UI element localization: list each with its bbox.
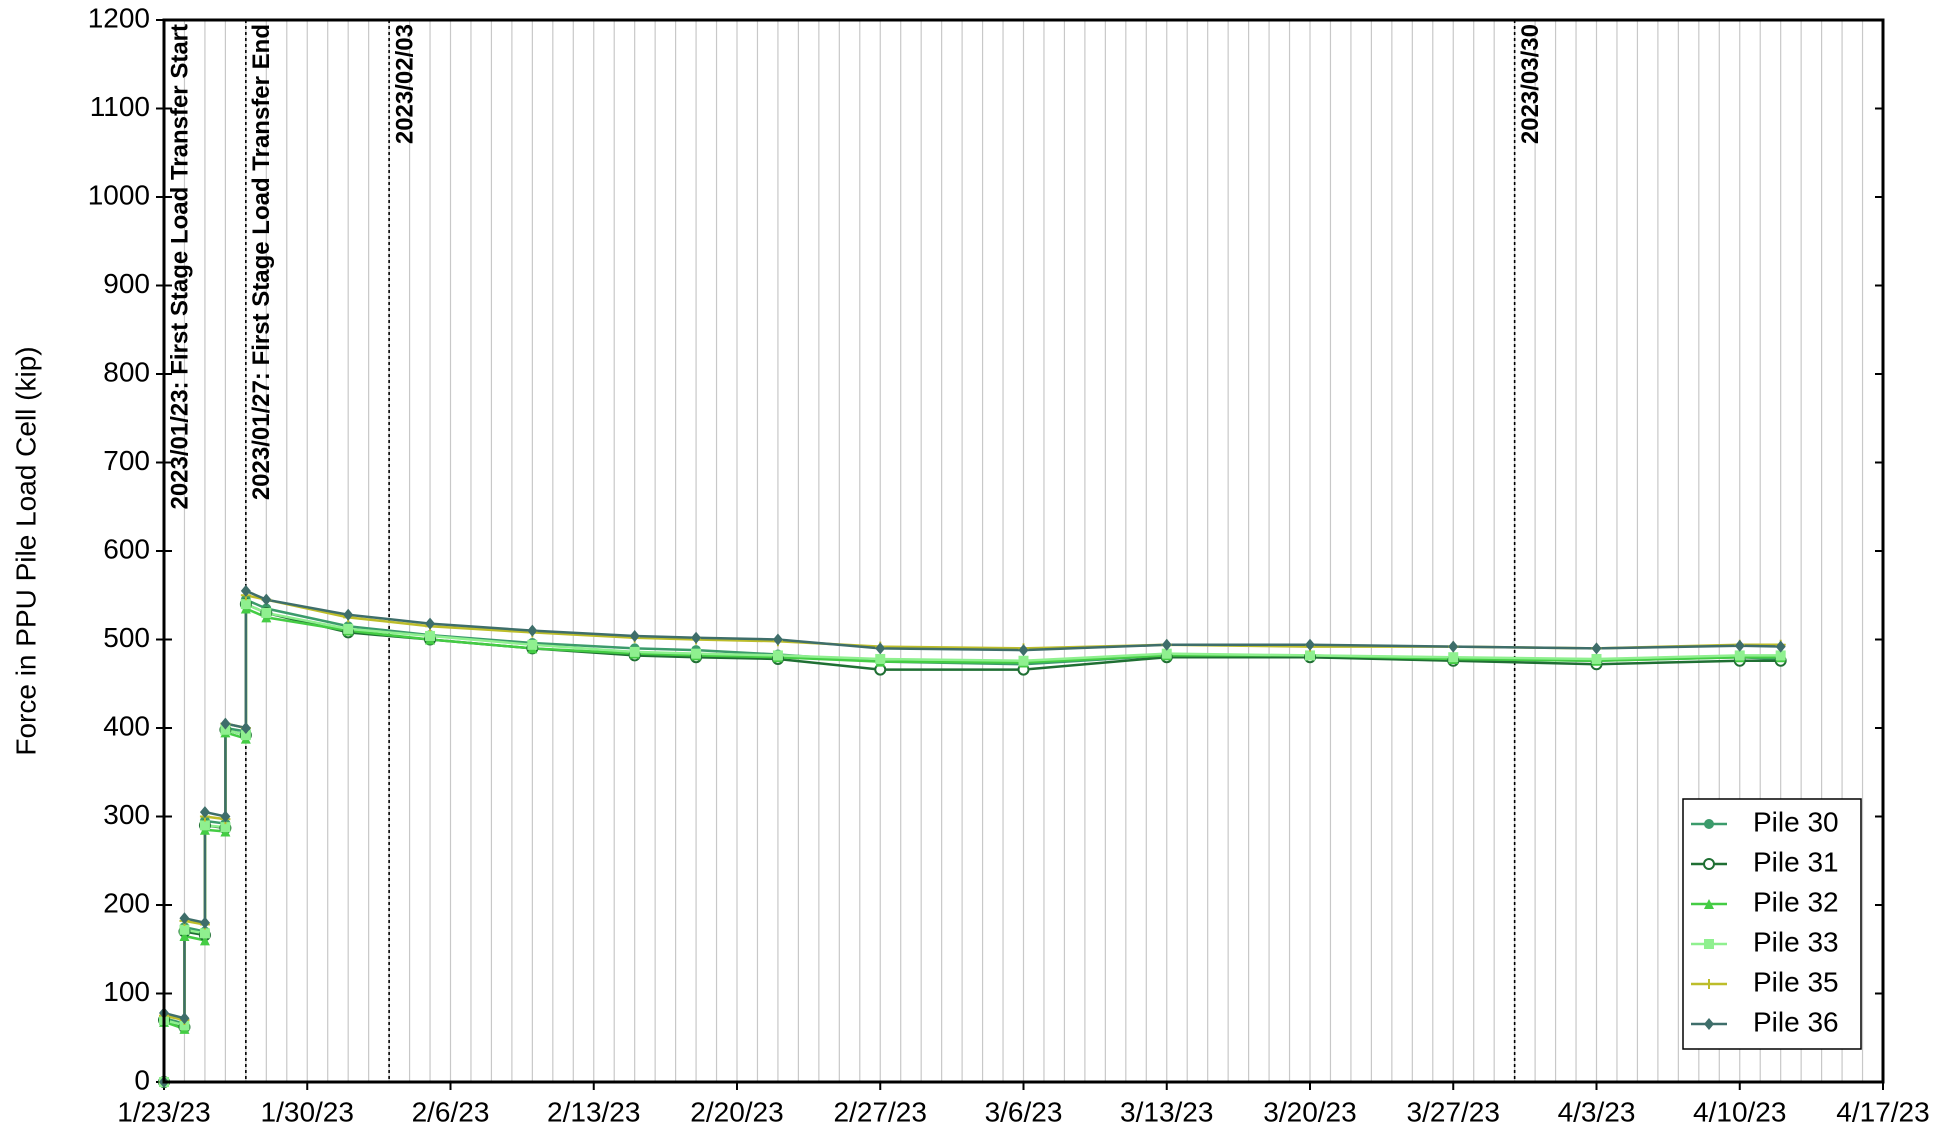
- marker: [629, 629, 640, 642]
- marker: [343, 623, 354, 634]
- marker: [1591, 642, 1602, 655]
- marker: [527, 639, 538, 650]
- y-tick-label: 700: [103, 445, 150, 476]
- marker: [261, 607, 272, 618]
- marker: [1734, 639, 1745, 652]
- legend-label: Pile 36: [1753, 1006, 1839, 1037]
- marker: [1704, 819, 1714, 829]
- marker: [425, 630, 436, 641]
- annotation-label: 2023/03/30: [1517, 24, 1544, 144]
- marker: [179, 1020, 190, 1031]
- y-tick-label: 1200: [88, 2, 150, 33]
- marker: [772, 650, 783, 661]
- legend-box: [1682, 798, 1862, 1050]
- legend-label: Pile 33: [1753, 926, 1839, 957]
- marker: [425, 617, 436, 630]
- y-tick-label: 200: [103, 887, 150, 918]
- x-tick-label: 2/6/23: [412, 1096, 490, 1127]
- marker: [1704, 899, 1714, 909]
- marker: [1591, 653, 1602, 664]
- marker: [1704, 979, 1714, 989]
- marker: [343, 608, 354, 621]
- legend-label: Pile 35: [1753, 966, 1839, 997]
- x-tick-label: 3/20/23: [1263, 1096, 1356, 1127]
- x-tick-label: 4/3/23: [1558, 1096, 1636, 1127]
- marker: [261, 593, 272, 606]
- x-tick-label: 3/27/23: [1407, 1096, 1500, 1127]
- x-tick-label: 3/6/23: [985, 1096, 1063, 1127]
- marker: [199, 820, 210, 831]
- y-tick-label: 1000: [88, 179, 150, 210]
- plot-frame: [162, 18, 1885, 1084]
- legend-label: Pile 32: [1753, 886, 1839, 917]
- x-tick-label: 4/10/23: [1693, 1096, 1786, 1127]
- marker: [179, 1012, 190, 1025]
- marker: [1018, 644, 1029, 657]
- x-tick-label: 2/20/23: [690, 1096, 783, 1127]
- marker: [1448, 640, 1459, 653]
- marker: [1704, 939, 1714, 949]
- marker: [691, 631, 702, 644]
- marker: [527, 624, 538, 637]
- x-tick-label: 1/30/23: [261, 1096, 354, 1127]
- marker: [1775, 640, 1786, 653]
- marker: [240, 730, 251, 741]
- x-tick-label: 4/17/23: [1836, 1096, 1929, 1127]
- marker: [1018, 655, 1029, 666]
- marker: [629, 646, 640, 657]
- legend-label: Pile 31: [1753, 846, 1839, 877]
- marker: [1161, 648, 1172, 659]
- marker: [240, 599, 251, 610]
- marker: [1703, 858, 1715, 870]
- marker: [1305, 650, 1315, 661]
- marker: [772, 633, 783, 646]
- marker: [240, 722, 251, 734]
- marker: [199, 935, 210, 946]
- marker: [691, 648, 702, 659]
- x-tick-label: 1/23/23: [117, 1096, 210, 1127]
- marker: [1775, 650, 1786, 661]
- y-tick-label: 100: [103, 976, 150, 1007]
- marker: [220, 810, 231, 823]
- marker: [240, 584, 251, 597]
- y-tick-label: 300: [103, 799, 150, 830]
- x-tick-label: 2/27/23: [834, 1096, 927, 1127]
- marker: [875, 642, 886, 655]
- y-tick-label: 500: [103, 622, 150, 653]
- y-tick-label: 1100: [90, 91, 150, 122]
- marker: [220, 724, 231, 735]
- annotation-label: 2023/01/27: First Stage Load Transfer En…: [248, 24, 275, 500]
- y-tick-label: 900: [103, 268, 150, 299]
- marker: [179, 924, 190, 935]
- marker: [179, 930, 190, 941]
- marker: [1704, 1018, 1714, 1030]
- marker: [220, 717, 231, 730]
- marker: [1305, 638, 1315, 651]
- marker: [1734, 650, 1745, 661]
- legend-label: Pile 30: [1753, 806, 1839, 837]
- marker: [199, 916, 210, 929]
- marker: [199, 806, 210, 819]
- y-tick-label: 800: [103, 356, 150, 387]
- annotation-label: 2023/02/03: [391, 24, 418, 144]
- y-tick-label: 400: [103, 710, 150, 741]
- marker: [875, 653, 886, 664]
- y-tick-label: 0: [134, 1064, 150, 1095]
- annotation-label: 2023/01/23: First Stage Load Transfer St…: [166, 24, 193, 510]
- marker: [179, 912, 190, 925]
- marker: [199, 928, 210, 939]
- marker: [1448, 652, 1459, 663]
- x-tick-label: 2/13/23: [547, 1096, 640, 1127]
- x-tick-label: 3/13/23: [1120, 1096, 1213, 1127]
- y-axis-label: Force in PPU Pile Load Cell (kip): [10, 346, 41, 755]
- marker: [1161, 638, 1172, 651]
- marker: [220, 822, 231, 833]
- y-tick-label: 600: [103, 533, 150, 564]
